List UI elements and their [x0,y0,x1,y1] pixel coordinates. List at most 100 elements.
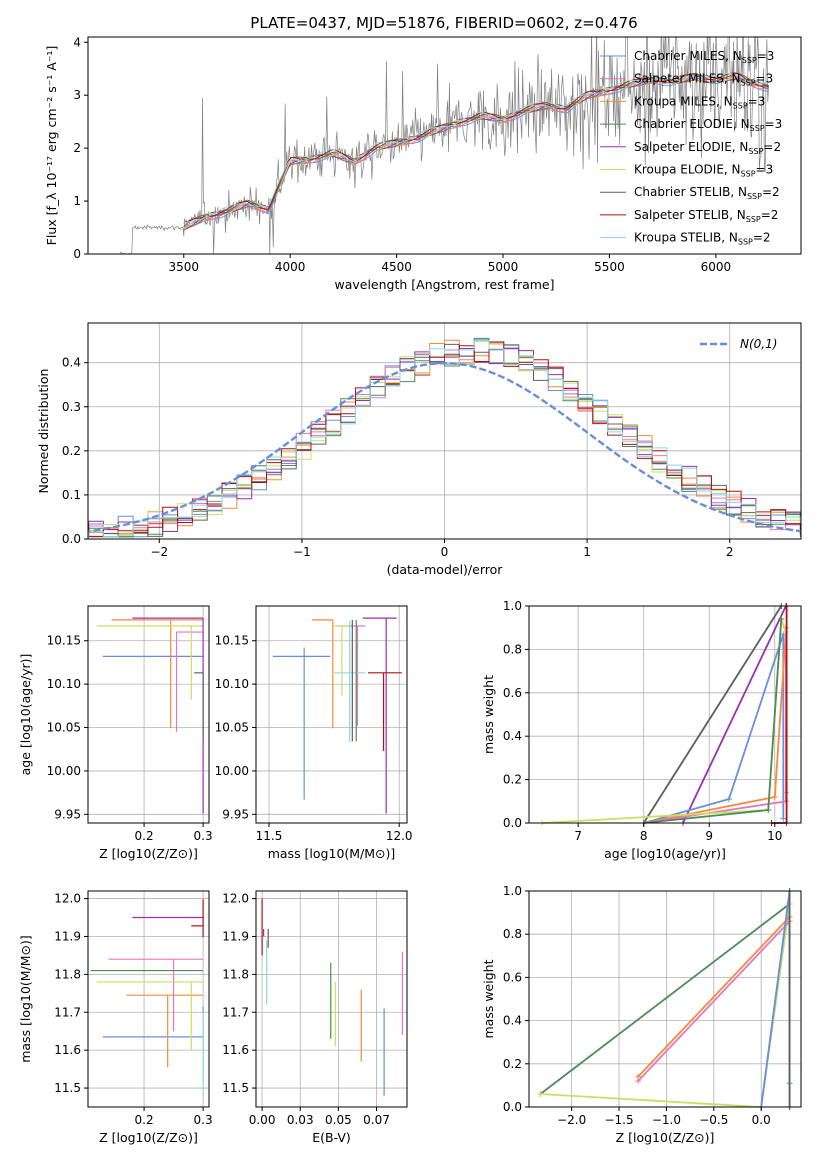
y-tick-label: 11.9 [54,929,81,943]
axes-weight-vs-age: 7 8 9 10 0.0 0.2 0.4 0.6 0.8 1.0 age [log10(age/yr… [481,599,802,861]
weight-marker [765,806,772,813]
y-axis-label: Normed distribution [36,369,51,494]
legend-sub: SSP [733,101,748,110]
panel-weight-vs-Z: −2.0 −1.5 −1.0 −0.5 0.0 0.0 0.2 0.4 0.6 0.8 1.0 Z [… [481,884,802,1145]
errorbar-point [362,617,397,814]
legend-label: Salpeter STELIB, N [634,208,746,222]
y-axis-label: Flux [f_λ 10⁻¹⁷ erg cm⁻² s⁻¹ A⁻¹] [44,46,59,246]
y-tick-label: 11.9 [222,929,249,943]
legend-sub: SSP [748,147,763,156]
y-tick-label: 0.4 [503,729,522,743]
panel-weight-vs-age: 7 8 9 10 0.0 0.2 0.4 0.6 0.8 1.0 age [log10(age/yr… [481,599,802,861]
x-tick-label: 3500 [169,260,200,274]
model-spectrum-3 [183,76,769,230]
axes-mass-vs-ebv: 0.00 0.03 0.05 0.07 11.5 11.6 11.7 11.8 11.9 12.0… [222,890,408,1145]
y-tick-label: 12.0 [54,892,81,906]
y-tick-label: 0.0 [503,816,522,830]
errorbar-point [191,899,204,938]
y-tick-label: 12.0 [222,892,249,906]
legend-entry: Salpeter MILES, NSSP=3 [634,72,773,88]
x-tick-label: 1 [583,545,591,559]
legend-entry: Salpeter ELODIE, NSSP=2 [634,140,781,156]
histogram-step-6 [88,343,801,538]
x-axis-label: mass [log10(M/M⊙)] [268,846,396,861]
axes-residuals: −2 −1 0 1 2 0.0 0.1 0.2 0.3 0.4 (data-model)/error… [36,322,802,577]
y-tick-label: 10.15 [215,634,249,648]
plot-area-age-vs-mass [272,617,402,814]
legend-sub: SSP [747,192,762,201]
x-axis-label: Z [log10(Z/Z⊙)] [99,846,198,861]
x-tick-label: −0.5 [699,1113,728,1127]
legend-label: Kroupa STELIB, N [634,231,738,245]
axes-frame [255,605,408,824]
legend-suffix: =2 [761,208,779,222]
errorbar-point [367,672,402,751]
figure-title: PLATE=0437, MJD=51876, FIBERID=0602, z=0… [250,14,637,32]
y-tick-label: 11.7 [54,1005,81,1019]
legend-label: Chabrier MILES, N [634,49,742,63]
x-tick-label: 0.3 [194,829,213,843]
weight-marker [778,616,785,623]
axes-frame [87,36,802,255]
y-tick-label: 11.6 [222,1043,249,1057]
plot-area-mass-vs-ebv [261,898,404,1096]
x-axis-label: age [log10(age/yr)] [604,846,726,861]
legend-label: Salpeter MILES, N [634,72,741,86]
y-tick-label: 1.0 [503,599,522,613]
y-tick-label: 0.3 [62,400,81,414]
y-tick-label: 1 [73,194,81,208]
axes-frame [528,890,802,1108]
x-tick-label: 0.2 [135,1113,154,1127]
y-tick-label: 0.2 [503,1057,522,1071]
axes-spectrum: 3500 4000 4500 5000 5500 6000 0 1 2 3 4 wavelength … [44,35,802,292]
y-axis-label: age [log10(age/yr)] [18,654,33,776]
legend-suffix: =3 [756,163,774,177]
histogram-step-8 [88,340,801,538]
x-tick-label: 9 [705,829,713,843]
errorbar-point [194,672,204,743]
legend-label: Chabrier STELIB, N [634,185,747,199]
panel-mass-vs-Z: 0.2 0.3 11.5 11.6 11.7 11.8 11.9 12.0 Z [log10(Z… [18,890,213,1145]
weight-marker [725,796,732,803]
legend-entry: N(0,1) [740,337,777,351]
y-tick-label: 1.0 [503,884,522,898]
errorbar-point [334,625,350,696]
x-tick-label: 6000 [701,260,732,274]
x-tick-label: −2 [150,545,168,559]
y-tick-label: 10.05 [215,721,249,735]
x-tick-label: 0.00 [249,1113,276,1127]
legend-sub: SSP [741,170,756,179]
x-tick-label: 0.03 [287,1113,314,1127]
y-axis-label: mass [log10(M/M⊙)] [18,935,33,1063]
normal-reference-curve [88,361,801,533]
x-tick-label: −1.5 [604,1113,633,1127]
legend-entry: Chabrier STELIB, NSSP=2 [634,185,780,201]
x-tick-label: 12.0 [386,829,413,843]
x-axis-label: Z [log10(Z/Z⊙)] [616,1130,715,1145]
legend-suffix: =2 [753,231,771,245]
observed-spectrum [119,37,769,254]
legend-sub: SSP [738,238,753,247]
y-axis-label: mass weight [481,675,496,754]
x-tick-label: 2 [726,545,734,559]
legend-suffix: =3 [765,117,783,131]
y-tick-label: 0.4 [503,1014,522,1028]
histogram-step-7 [88,341,801,537]
legend-sub: SSP [742,56,757,65]
y-tick-label: 10.15 [47,634,81,648]
plot-area-mass-vs-Z [90,899,204,1096]
x-tick-label: 0.3 [194,1113,213,1127]
legend-suffix: =2 [763,140,781,154]
errorbar-point [175,631,204,732]
y-tick-label: 11.8 [222,967,249,981]
legend-suffix: =3 [748,94,766,108]
y-tick-label: 0.0 [62,532,81,546]
y-tick-label: 0.6 [503,970,522,984]
plot-area-residuals [88,337,801,538]
x-tick-label: 4500 [381,260,412,274]
x-axis-label: E(B-V) [312,1130,351,1145]
x-tick-label: 0.07 [363,1113,390,1127]
y-tick-label: 10.05 [47,721,81,735]
y-tick-label: 0.4 [62,356,81,370]
